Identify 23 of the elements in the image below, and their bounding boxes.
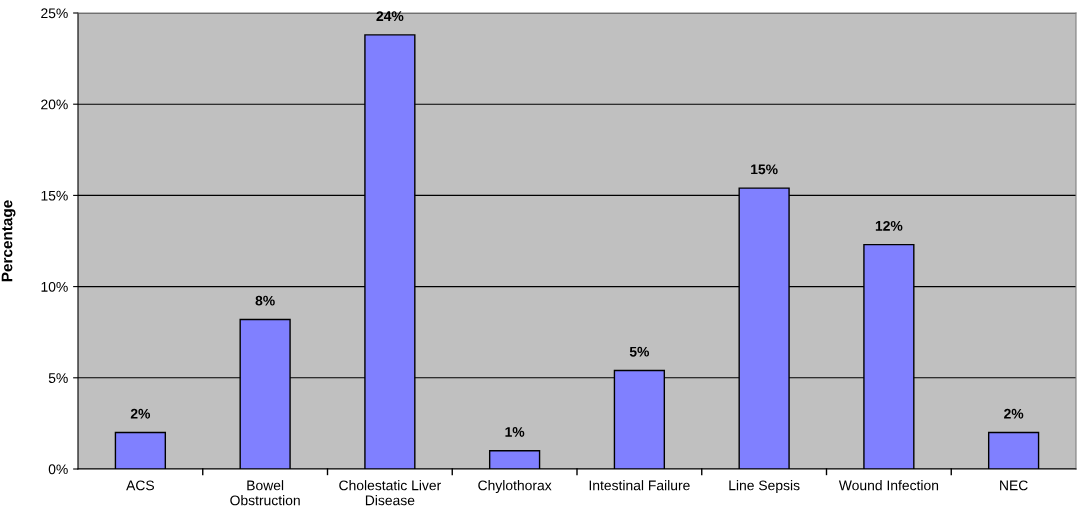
y-tick-label: 0% [48, 464, 68, 475]
x-tick-label: Intestinal Failure [589, 480, 690, 491]
y-tick-label: 20% [41, 99, 68, 110]
y-axis-title: Percentage [1, 200, 16, 282]
data-label: 1% [505, 427, 525, 437]
x-tick-label: NEC [1000, 480, 1028, 491]
data-label: 5% [629, 346, 650, 357]
data-label: 2% [1004, 408, 1024, 419]
y-tick-label: 5% [48, 373, 68, 383]
data-label: 24% [376, 11, 404, 21]
y-tick-label: 15% [41, 190, 68, 201]
data-label: 8% [255, 295, 275, 306]
y-tick-label: 10% [41, 281, 68, 292]
x-tick-label: Bowel Obstruction [230, 480, 300, 506]
x-tick-label: Cholestatic Liver Disease [339, 480, 441, 506]
data-label: 15% [751, 164, 778, 175]
x-tick-label: ACS [126, 480, 155, 491]
data-label: 2% [130, 408, 151, 419]
x-tick-label: Chylothorax [478, 480, 552, 494]
y-tick-label: 25% [41, 8, 68, 19]
x-tick-label: Wound Infection [838, 480, 939, 491]
x-tick-label: Line Sepsis [729, 480, 800, 494]
data-label: 12% [875, 220, 903, 231]
